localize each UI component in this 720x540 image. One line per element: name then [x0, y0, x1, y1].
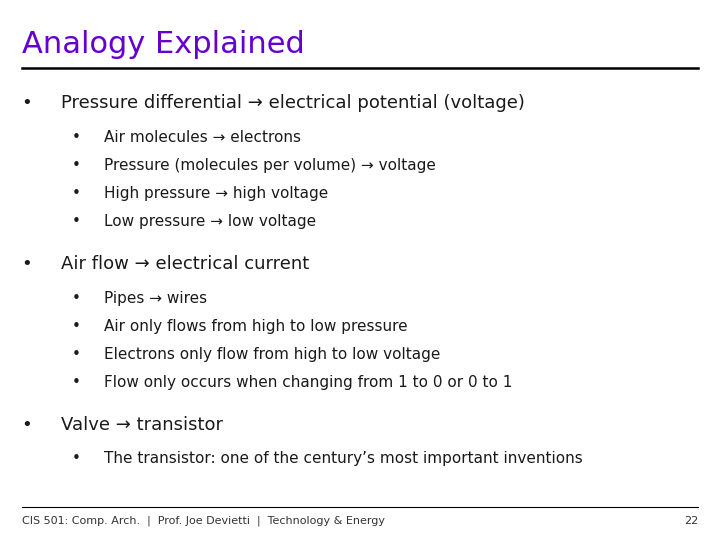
Text: Low pressure → low voltage: Low pressure → low voltage — [104, 214, 317, 229]
Text: •: • — [72, 451, 81, 467]
Text: •: • — [72, 375, 81, 390]
Text: •: • — [72, 291, 81, 306]
Text: Pressure differential → electrical potential (voltage): Pressure differential → electrical poten… — [61, 94, 525, 112]
Text: Pipes → wires: Pipes → wires — [104, 291, 207, 306]
Text: High pressure → high voltage: High pressure → high voltage — [104, 186, 328, 201]
Text: •: • — [72, 186, 81, 201]
Text: •: • — [72, 347, 81, 362]
Text: Air flow → electrical current: Air flow → electrical current — [61, 255, 310, 273]
Text: Analogy Explained: Analogy Explained — [22, 30, 305, 59]
Text: •: • — [22, 416, 32, 434]
Text: CIS 501: Comp. Arch.  |  Prof. Joe Devietti  |  Technology & Energy: CIS 501: Comp. Arch. | Prof. Joe Deviett… — [22, 516, 384, 526]
Text: Electrons only flow from high to low voltage: Electrons only flow from high to low vol… — [104, 347, 441, 362]
Text: Air only flows from high to low pressure: Air only flows from high to low pressure — [104, 319, 408, 334]
Text: The transistor: one of the century’s most important inventions: The transistor: one of the century’s mos… — [104, 451, 583, 467]
Text: Pressure (molecules per volume) → voltage: Pressure (molecules per volume) → voltag… — [104, 158, 436, 173]
Text: •: • — [72, 319, 81, 334]
Text: •: • — [22, 255, 32, 273]
Text: Air molecules → electrons: Air molecules → electrons — [104, 130, 302, 145]
Text: •: • — [72, 130, 81, 145]
Text: 22: 22 — [684, 516, 698, 526]
Text: •: • — [72, 214, 81, 229]
Text: •: • — [72, 158, 81, 173]
Text: Valve → transistor: Valve → transistor — [61, 416, 223, 434]
Text: •: • — [22, 94, 32, 112]
Text: Flow only occurs when changing from 1 to 0 or 0 to 1: Flow only occurs when changing from 1 to… — [104, 375, 513, 390]
